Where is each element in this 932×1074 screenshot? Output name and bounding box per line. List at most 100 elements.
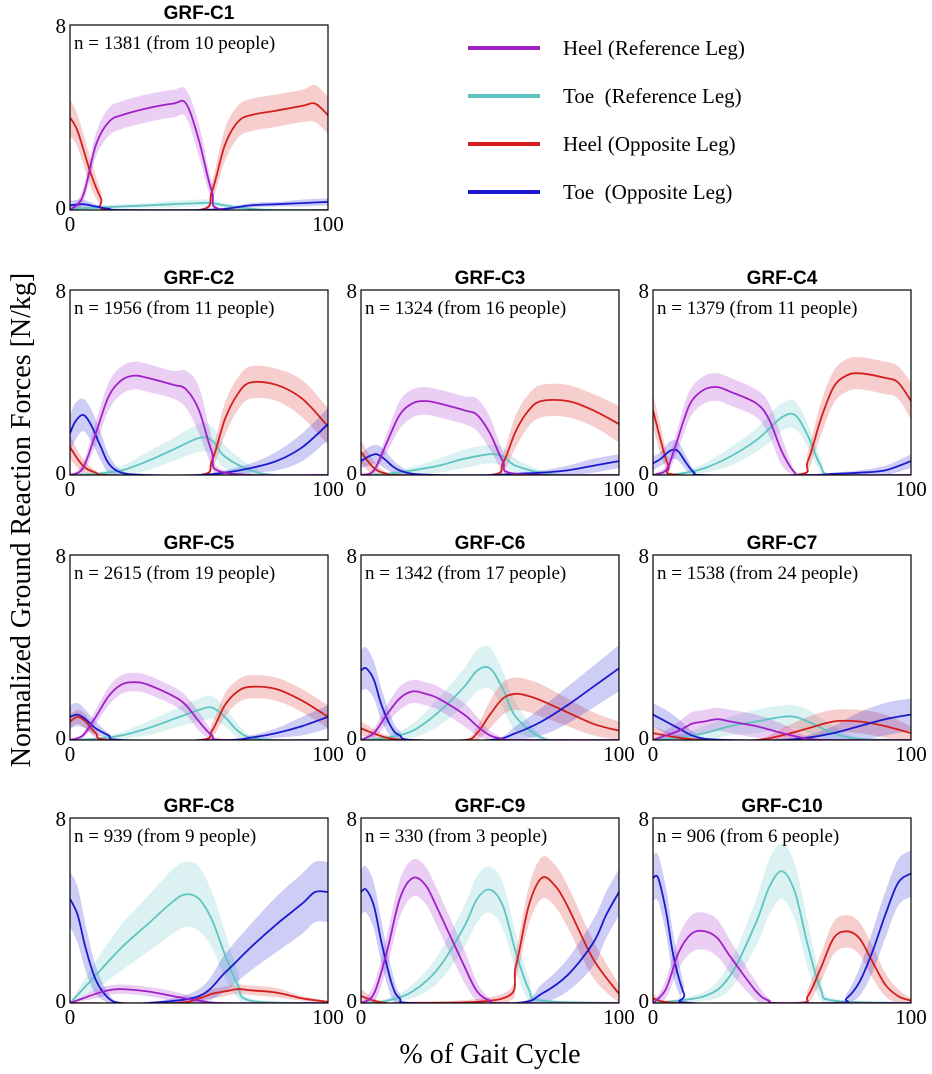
band-heel-ref [70, 361, 328, 475]
plot-area [361, 383, 619, 475]
line-toe-ref [361, 888, 619, 1003]
line-heel-opp [70, 685, 328, 740]
x-tick-label: 0 [65, 742, 76, 766]
y-tick-label: 8 [347, 544, 358, 568]
y-tick-label: 0 [347, 461, 358, 485]
y-tick-label: 0 [56, 196, 67, 220]
x-tick-label: 100 [312, 742, 344, 766]
y-tick-label: 8 [56, 544, 67, 568]
sample-size-label: n = 906 (from 6 people) [657, 826, 839, 847]
plot-area [653, 698, 911, 740]
axes-frame [69, 554, 329, 741]
band-heel-opp [361, 856, 619, 1003]
panel-grf-c2: GRF-C2 n = 1956 (from 11 people) 0 100 0 8 [56, 268, 344, 501]
line-toe-opp [361, 667, 619, 740]
y-tick-label: 0 [56, 726, 67, 750]
line-heel-ref [70, 374, 328, 475]
band-heel-opp [70, 365, 328, 475]
x-tick-label: 0 [356, 1005, 367, 1029]
panel-grf-c1: GRF-C1 n = 1381 (from 10 people) 0 100 0 8 [56, 3, 344, 236]
band-toe-ref [70, 861, 328, 1003]
x-tick-label: 100 [312, 477, 344, 501]
panel-grf-c4: GRF-C4 n = 1379 (from 11 people) 0 100 0 8 [639, 268, 927, 501]
x-tick-label: 100 [603, 477, 635, 501]
line-heel-ref [70, 99, 328, 210]
sample-size-label: n = 1379 (from 11 people) [657, 298, 858, 319]
band-heel-ref [361, 679, 619, 740]
panel-title: GRF-C8 [164, 796, 235, 817]
panel-title: GRF-C2 [164, 268, 235, 289]
plot-area [361, 856, 619, 1003]
band-heel-ref [653, 707, 911, 740]
line-heel-opp [653, 930, 911, 1003]
line-heel-ref [361, 690, 619, 740]
sample-size-label: n = 1538 (from 24 people) [657, 563, 858, 584]
line-toe-ref [70, 436, 328, 475]
panel-title: GRF-C6 [455, 533, 526, 554]
y-tick-label: 0 [347, 726, 358, 750]
x-tick-label: 100 [603, 1005, 635, 1029]
x-tick-label: 0 [648, 477, 659, 501]
y-tick-label: 0 [639, 989, 650, 1013]
panel-title: GRF-C10 [741, 796, 822, 817]
y-tick-label: 0 [56, 989, 67, 1013]
x-tick-label: 0 [648, 742, 659, 766]
legend-label-toe-opp: Toe (Opposite Leg) [563, 180, 732, 204]
panel-grf-c6: GRF-C6 n = 1342 (from 17 people) 0 100 0 8 [347, 533, 635, 766]
y-tick-label: 0 [56, 461, 67, 485]
x-tick-label: 0 [65, 477, 76, 501]
band-heel-opp [70, 84, 328, 210]
band-heel-ref [361, 387, 619, 475]
band-toe-opp [653, 440, 911, 475]
x-axis-label: % of Gait Cycle [399, 1039, 580, 1070]
panel-grf-c9: GRF-C9 n = 330 (from 3 people) 0 100 0 8 [347, 796, 635, 1029]
band-heel-opp [653, 915, 911, 1003]
panel-title: GRF-C3 [455, 268, 526, 289]
x-tick-label: 0 [356, 742, 367, 766]
x-tick-label: 0 [65, 212, 76, 236]
line-toe-opp [70, 890, 328, 1003]
sample-size-label: n = 1381 (from 10 people) [74, 33, 275, 54]
line-toe-ref [653, 715, 911, 740]
plot-area [70, 861, 328, 1003]
sample-size-label: n = 939 (from 9 people) [74, 826, 256, 847]
line-heel-opp [70, 988, 328, 1003]
line-heel-ref [70, 681, 328, 740]
plot-area [653, 843, 911, 1003]
axes-frame [652, 817, 912, 1004]
y-tick-label: 0 [639, 726, 650, 750]
panel-grf-c8: GRF-C8 n = 939 (from 9 people) 0 100 0 8 [56, 796, 344, 1029]
band-toe-ref [653, 399, 911, 475]
line-heel-ref [361, 876, 619, 1003]
band-heel-opp [653, 709, 911, 740]
axes-frame [69, 817, 329, 1004]
axes-frame [69, 24, 329, 211]
line-toe-opp [361, 888, 619, 1003]
line-heel-opp [70, 380, 328, 475]
sample-size-label: n = 1342 (from 17 people) [365, 563, 566, 584]
sample-size-label: n = 2615 (from 19 people) [74, 563, 275, 584]
x-tick-label: 100 [312, 1005, 344, 1029]
legend-label-heel-opp: Heel (Opposite Leg) [563, 132, 736, 156]
axes-frame [360, 289, 620, 476]
y-tick-label: 0 [639, 461, 650, 485]
panel-grf-c3: GRF-C3 n = 1324 (from 16 people) 0 100 0 8 [347, 268, 635, 501]
band-toe-ref [70, 695, 328, 740]
band-toe-ref [361, 866, 619, 1003]
band-toe-opp [653, 850, 911, 1003]
line-toe-ref [361, 665, 619, 740]
x-tick-label: 0 [65, 1005, 76, 1029]
line-toe-ref [653, 412, 911, 475]
band-toe-ref [70, 423, 328, 475]
axes-frame [652, 554, 912, 741]
x-tick-label: 100 [895, 1005, 927, 1029]
band-heel-ref [70, 87, 328, 210]
panel-title: GRF-C1 [164, 3, 235, 24]
x-tick-label: 0 [356, 477, 367, 501]
plot-area [70, 84, 328, 210]
line-heel-opp [70, 102, 328, 210]
band-heel-opp [361, 383, 619, 475]
y-tick-label: 8 [56, 14, 67, 38]
panel-title: GRF-C5 [164, 533, 235, 554]
x-tick-label: 100 [603, 742, 635, 766]
